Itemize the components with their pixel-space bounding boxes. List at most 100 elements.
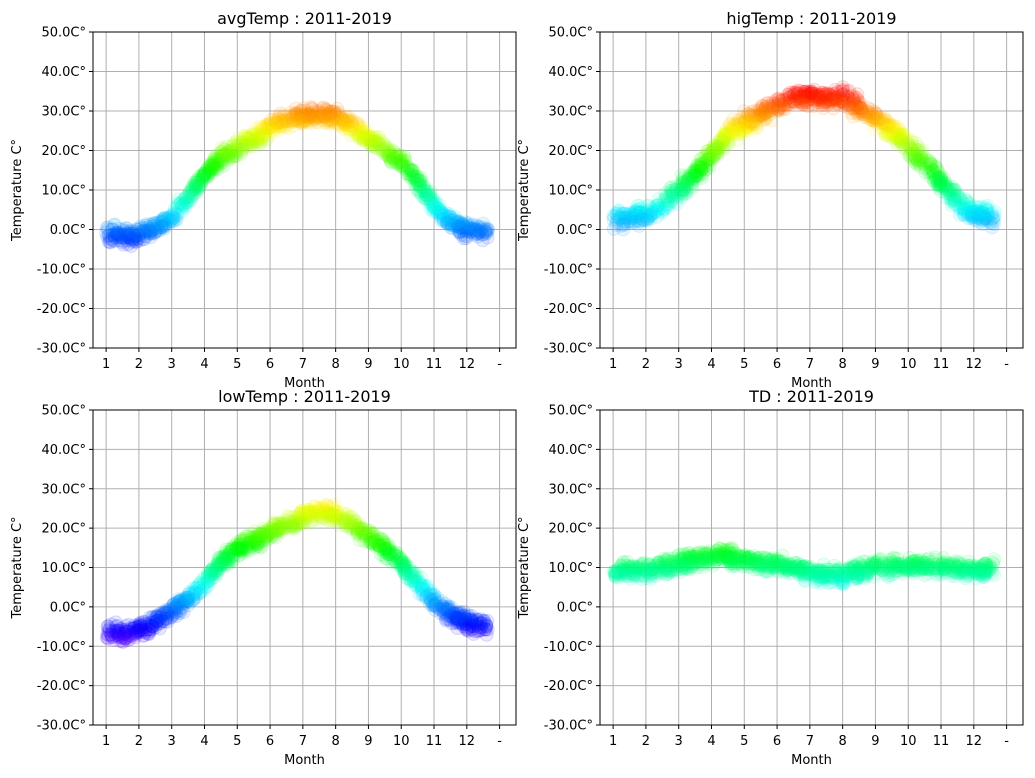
data-point <box>298 113 313 127</box>
data-point <box>426 200 441 215</box>
data-point <box>294 109 309 124</box>
data-point <box>475 227 490 242</box>
data-point <box>228 148 243 163</box>
data-point <box>330 111 345 125</box>
data-point <box>197 167 212 182</box>
data-point <box>237 132 252 146</box>
data-point <box>188 178 203 193</box>
data-point <box>284 112 298 127</box>
data-point <box>305 109 320 124</box>
data-point <box>120 227 135 242</box>
y-tick-label: 0.0C° <box>557 223 593 238</box>
y-tick-label: 10.0C° <box>41 184 86 199</box>
data-point <box>135 225 150 240</box>
data-point <box>458 215 473 230</box>
data-point <box>439 206 454 221</box>
data-point <box>425 200 440 215</box>
data-point <box>112 226 127 241</box>
data-point <box>749 117 764 131</box>
data-point <box>296 101 311 116</box>
data-point <box>476 220 491 235</box>
data-point <box>330 101 345 116</box>
data-point <box>267 122 282 137</box>
data-point <box>400 163 415 178</box>
data-point <box>297 114 312 129</box>
x-tick-label: 7 <box>299 734 307 749</box>
data-point <box>937 175 952 190</box>
data-point <box>166 210 181 225</box>
data-point <box>868 566 883 580</box>
data-point <box>418 187 433 202</box>
data-point <box>457 220 471 235</box>
data-point <box>125 234 140 249</box>
data-point <box>389 150 404 165</box>
data-point <box>439 215 454 230</box>
data-point <box>337 115 351 130</box>
data-point <box>477 614 492 629</box>
data-point <box>169 200 184 215</box>
data-point <box>371 135 386 150</box>
x-tick-label: 4 <box>707 357 715 372</box>
data-point <box>883 123 898 138</box>
data-point <box>254 527 268 541</box>
data-point <box>176 605 191 620</box>
data-point <box>471 219 486 234</box>
data-point <box>195 174 210 188</box>
data-point <box>175 204 190 219</box>
data-point <box>118 630 132 645</box>
data-point <box>136 223 150 238</box>
data-point <box>357 131 371 146</box>
x-tick-label: 7 <box>299 357 307 372</box>
x-tick-label: 2 <box>642 734 650 749</box>
data-point <box>300 108 315 123</box>
data-point <box>177 198 191 213</box>
subplot-higtemp: -30.0C°-20.0C°-10.0C°0.0C°10.0C°20.0C°30… <box>517 9 1024 391</box>
subplot-avgtemp: -30.0C°-20.0C°-10.0C°0.0C°10.0C°20.0C°30… <box>10 9 517 391</box>
data-point <box>140 224 155 239</box>
x-tick-label: 4 <box>200 734 208 749</box>
data-point <box>614 567 629 582</box>
data-point <box>276 115 291 130</box>
data-point <box>254 130 269 145</box>
data-point <box>141 223 156 238</box>
y-tick-label: 0.0C° <box>557 600 593 615</box>
data-point <box>207 159 222 174</box>
data-point <box>141 222 156 237</box>
data-point <box>193 179 208 194</box>
data-point <box>421 191 436 206</box>
data-point <box>133 621 148 636</box>
data-point <box>293 105 307 120</box>
data-point <box>466 222 481 237</box>
data-point <box>196 169 211 184</box>
data-point <box>450 217 465 232</box>
data-point <box>210 558 225 573</box>
data-point <box>121 237 136 252</box>
x-tick-label: 11 <box>426 357 443 372</box>
data-point <box>231 137 246 152</box>
data-point <box>256 126 271 141</box>
data-point <box>447 216 462 231</box>
data-point <box>323 115 338 130</box>
data-point <box>354 124 368 139</box>
data-point <box>434 208 449 223</box>
data-point <box>423 196 438 211</box>
data-point <box>161 216 176 231</box>
data-point <box>234 144 249 159</box>
data-point <box>464 225 479 240</box>
data-point <box>445 218 460 233</box>
data-point <box>183 192 198 207</box>
data-point <box>476 216 491 231</box>
data-point <box>185 184 200 199</box>
data-point <box>450 218 465 233</box>
data-point <box>382 540 397 555</box>
data-point <box>282 121 297 135</box>
data-point <box>671 557 686 571</box>
data-point <box>186 588 200 603</box>
data-point <box>379 141 394 156</box>
data-point <box>228 145 243 160</box>
data-point <box>206 155 221 170</box>
data-point <box>454 217 469 231</box>
data-point <box>289 113 304 128</box>
data-point <box>296 112 311 127</box>
data-point <box>479 226 494 241</box>
